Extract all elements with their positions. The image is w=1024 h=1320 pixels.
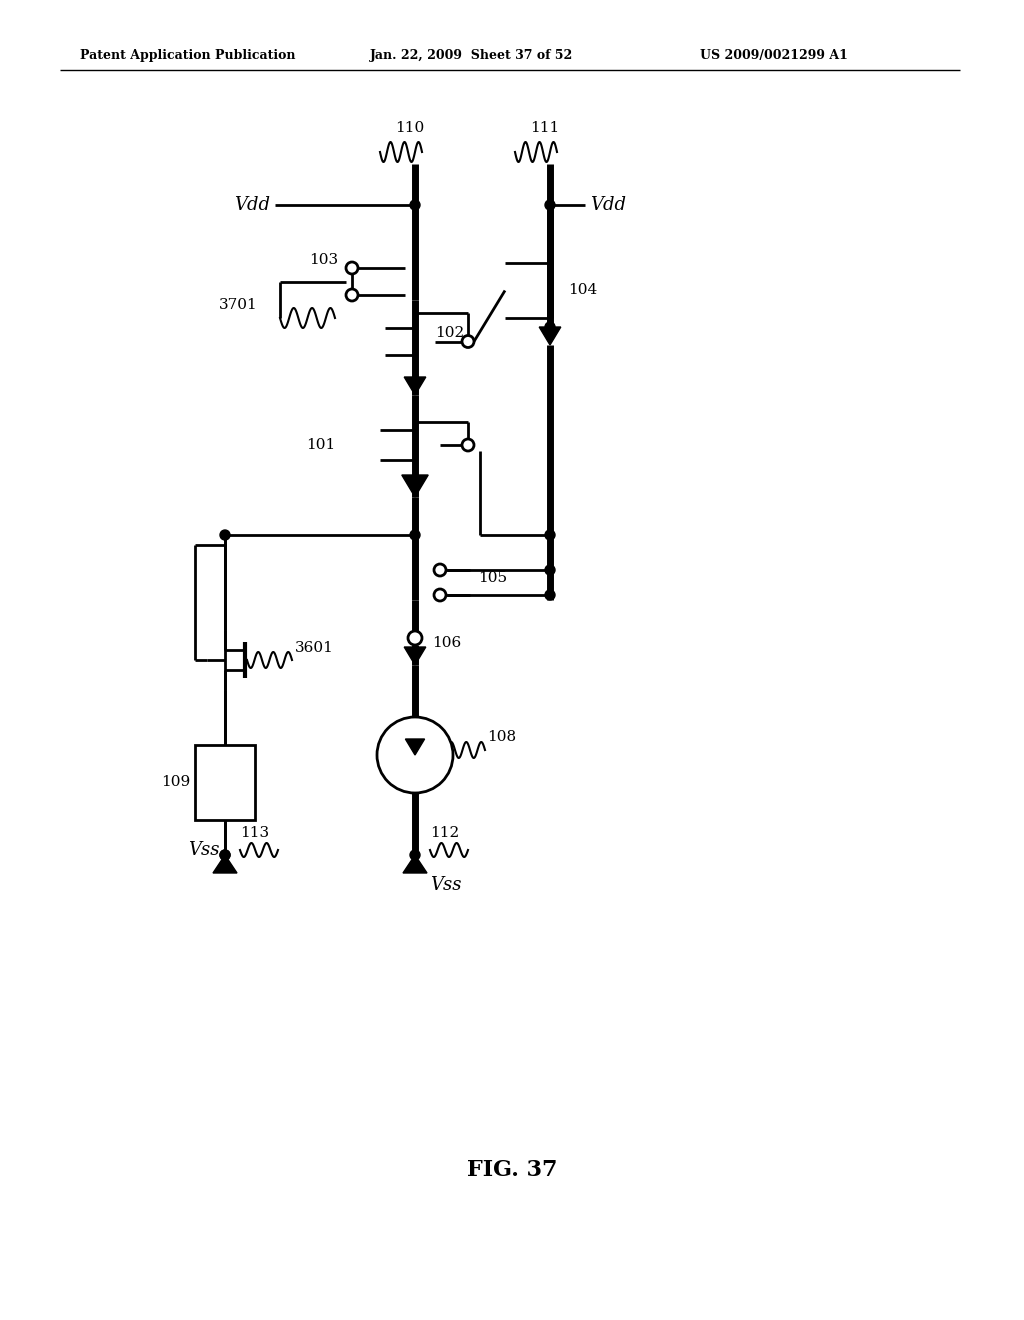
Circle shape: [545, 590, 555, 601]
Circle shape: [220, 850, 230, 861]
Circle shape: [220, 531, 230, 540]
Polygon shape: [401, 475, 428, 498]
Circle shape: [346, 261, 358, 275]
Circle shape: [410, 850, 420, 861]
Circle shape: [545, 531, 555, 540]
Text: 3701: 3701: [219, 298, 258, 312]
Text: 101: 101: [306, 438, 335, 451]
Text: Patent Application Publication: Patent Application Publication: [80, 49, 296, 62]
Text: 108: 108: [487, 730, 516, 744]
Circle shape: [545, 201, 555, 210]
Polygon shape: [404, 378, 426, 395]
Text: Vss: Vss: [188, 841, 220, 859]
Polygon shape: [213, 855, 237, 873]
Text: 113: 113: [240, 826, 269, 840]
Circle shape: [545, 565, 555, 576]
Polygon shape: [404, 647, 426, 665]
Text: Vss: Vss: [430, 876, 462, 894]
Polygon shape: [406, 739, 425, 755]
Circle shape: [410, 201, 420, 210]
Text: 111: 111: [530, 121, 559, 135]
Text: 104: 104: [568, 284, 597, 297]
Polygon shape: [403, 855, 427, 873]
Text: 112: 112: [430, 826, 459, 840]
Text: 105: 105: [478, 572, 507, 585]
Circle shape: [410, 531, 420, 540]
Text: 102: 102: [435, 326, 464, 341]
Circle shape: [434, 564, 446, 576]
Circle shape: [545, 322, 555, 333]
Bar: [195, 744, 255, 820]
Text: Vdd: Vdd: [590, 195, 626, 214]
Circle shape: [377, 717, 453, 793]
Text: 110: 110: [395, 121, 424, 135]
Polygon shape: [540, 327, 561, 345]
Circle shape: [462, 335, 474, 347]
Text: Vdd: Vdd: [234, 195, 270, 214]
Circle shape: [408, 631, 422, 645]
Text: Jan. 22, 2009  Sheet 37 of 52: Jan. 22, 2009 Sheet 37 of 52: [370, 49, 573, 62]
Text: FIG. 37: FIG. 37: [467, 1159, 557, 1181]
Text: US 2009/0021299 A1: US 2009/0021299 A1: [700, 49, 848, 62]
Text: 3601: 3601: [295, 642, 334, 655]
Circle shape: [220, 850, 230, 861]
Circle shape: [462, 440, 474, 451]
Text: 109: 109: [161, 776, 190, 789]
Text: 103: 103: [309, 253, 338, 267]
Circle shape: [434, 589, 446, 601]
Text: 106: 106: [432, 636, 461, 649]
Circle shape: [346, 289, 358, 301]
